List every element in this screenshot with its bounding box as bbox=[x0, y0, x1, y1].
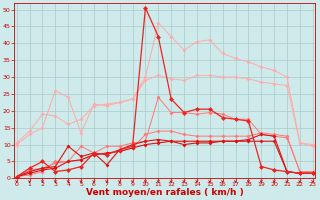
X-axis label: Vent moyen/en rafales ( km/h ): Vent moyen/en rafales ( km/h ) bbox=[86, 188, 244, 197]
